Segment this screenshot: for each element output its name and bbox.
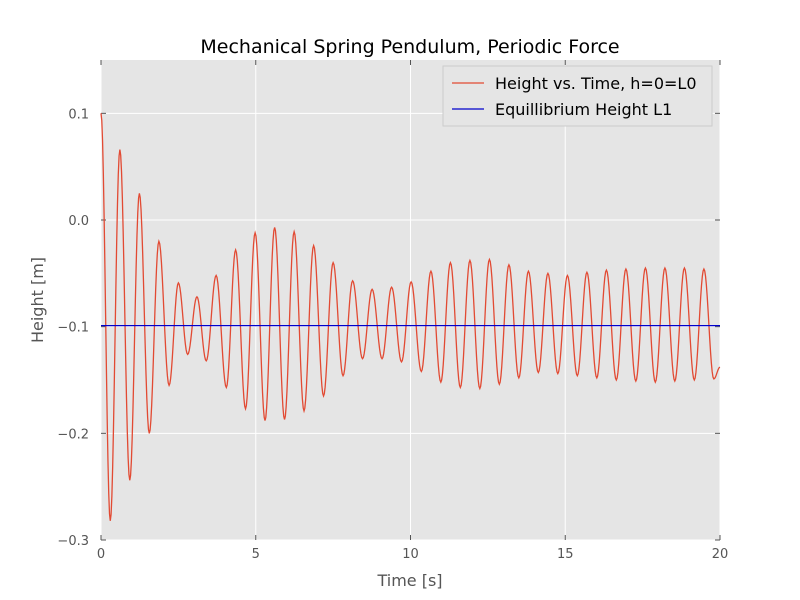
y-tick-label: 0.1: [68, 107, 89, 122]
y-tick-label: −0.2: [57, 427, 89, 442]
series-layer: [100, 113, 721, 521]
x-tick-label: 5: [252, 547, 260, 562]
x-tick-label: 15: [557, 547, 574, 562]
x-tick-label: 10: [402, 547, 419, 562]
legend-label-height: Height vs. Time, h=0=L0: [495, 74, 697, 93]
legend-label-equilibrium: Equillibrium Height L1: [495, 100, 672, 119]
y-tick-label: −0.1: [57, 321, 89, 336]
legend-box: [442, 65, 713, 127]
x-axis-label: Time [s]: [376, 571, 442, 590]
x-tick-label: 0: [97, 547, 105, 562]
series-height-line: [100, 113, 721, 521]
axis-ticks: 0 5 10 15 20 −0.3 −0.2 −0.1 0.0 0.1: [57, 60, 728, 562]
y-axis-label: Height [m]: [28, 257, 47, 343]
y-tick-label: −0.3: [57, 534, 89, 549]
chart-title: Mechanical Spring Pendulum, Periodic For…: [200, 36, 619, 58]
legend: Height vs. Time, h=0=L0 Equillibrium Hei…: [442, 65, 713, 127]
x-tick-label: 20: [712, 547, 729, 562]
y-tick-label: 0.0: [68, 214, 89, 229]
